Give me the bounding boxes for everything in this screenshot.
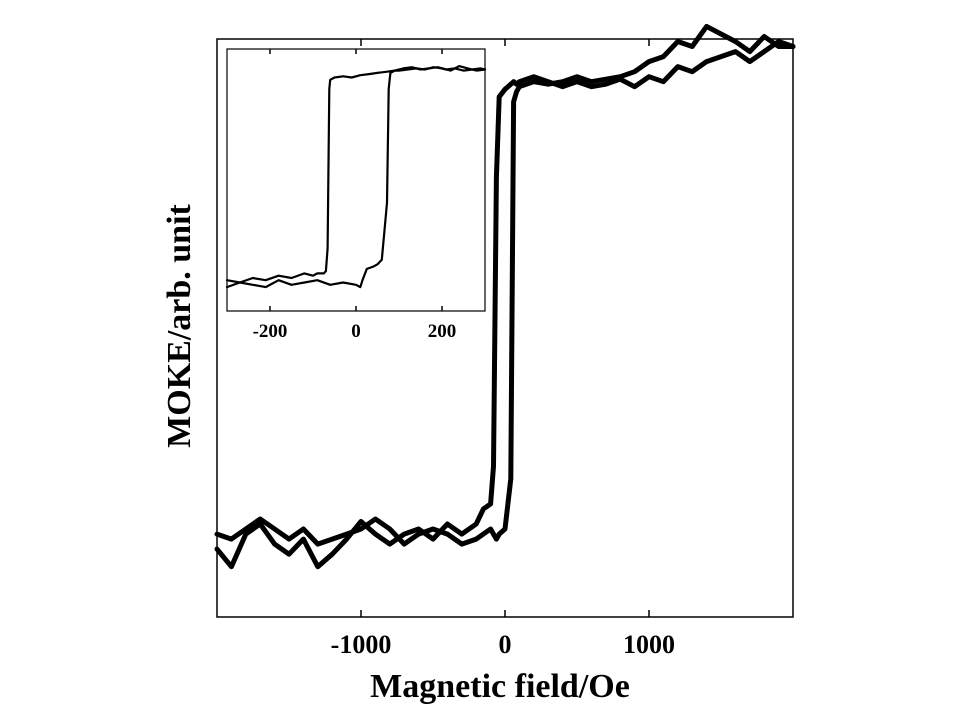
main-x-tick-label: 0 — [499, 630, 512, 659]
inset-plot-lines — [225, 65, 487, 289]
inset-plot: -200 0 200 — [225, 48, 487, 342]
main-series-line-2 — [214, 23, 796, 547]
main-series-line-1 — [214, 39, 796, 570]
main-plot: -1000 0 1000 Magnetic field/Oe MOKE/arb. u… — [161, 23, 796, 705]
inset-series-line-2 — [225, 65, 487, 289]
main-x-tick-label: 1000 — [623, 630, 675, 659]
inset-x-tick-label: 200 — [428, 321, 457, 342]
inset-plot-x-ticks: -200 0 200 — [253, 49, 457, 342]
main-plot-x-ticks: -1000 0 1000 — [331, 39, 675, 659]
main-plot-lines — [214, 23, 796, 570]
main-x-axis-title: Magnetic field/Oe — [370, 668, 630, 705]
inset-x-tick-label: -200 — [253, 321, 288, 342]
main-x-tick-label: -1000 — [331, 630, 392, 659]
main-y-axis-title: MOKE/arb. unit — [161, 203, 198, 447]
inset-plot-background — [227, 49, 485, 311]
inset-x-tick-label: 0 — [351, 321, 361, 342]
